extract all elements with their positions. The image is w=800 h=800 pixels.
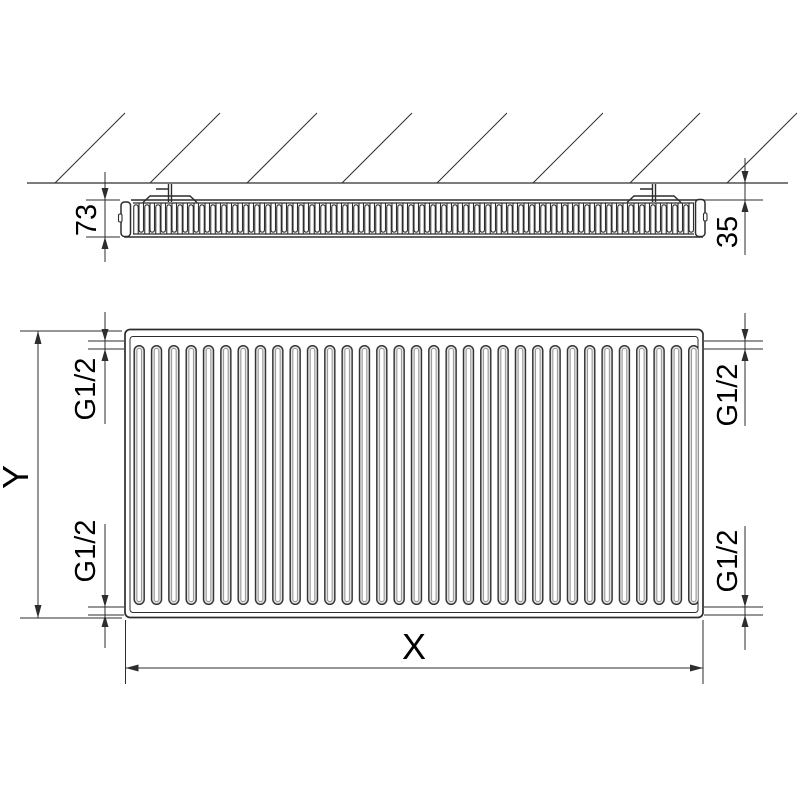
dim-x-lines <box>125 620 704 684</box>
dim-label-35: 35 <box>712 216 744 248</box>
thread-label-bottom-right: G1/2 <box>712 530 744 593</box>
mounting-bracket-right <box>626 184 682 204</box>
dim-width-x: X <box>125 620 704 684</box>
radiator-front <box>124 328 704 619</box>
connection-bl-arrows <box>101 595 109 627</box>
dim-depth-73: 73 <box>71 172 120 262</box>
end-cap-left-boss <box>117 213 123 223</box>
dim-label-y: Y <box>0 465 36 489</box>
dim-wall-gap-35: 35 <box>712 158 749 255</box>
radiator-front-fins <box>133 345 698 605</box>
end-cap-right-boss <box>702 212 708 222</box>
connection-tr-arrows <box>741 329 749 361</box>
dim-label-x: X <box>402 626 426 667</box>
connection-br-arrows <box>741 595 749 627</box>
dim-35-arrows <box>741 171 749 212</box>
wall-hatching <box>54 112 798 184</box>
dim-label-73: 73 <box>71 204 103 236</box>
connection-tl-arrows <box>101 329 109 361</box>
radiator-section <box>117 198 763 238</box>
connection-bottom-left: G1/2 <box>70 520 124 648</box>
top-view: 73 35 <box>27 112 798 262</box>
connection-bottom-right: G1/2 <box>704 526 763 650</box>
dim-height-y: Y <box>0 330 122 619</box>
convector-fins-section <box>133 203 694 234</box>
thread-label-top-left: G1/2 <box>70 358 102 421</box>
thread-label-bottom-left: G1/2 <box>70 520 102 583</box>
connection-top-right: G1/2 <box>704 313 763 426</box>
connection-top-left: G1/2 <box>70 312 124 424</box>
front-view: Y X G1/2 G1/2 G1/2 G <box>0 312 763 684</box>
connection-br-lines <box>704 526 763 650</box>
thread-label-top-right: G1/2 <box>712 364 744 427</box>
connection-bl-lines <box>88 524 124 648</box>
mounting-bracket-left <box>142 184 198 204</box>
